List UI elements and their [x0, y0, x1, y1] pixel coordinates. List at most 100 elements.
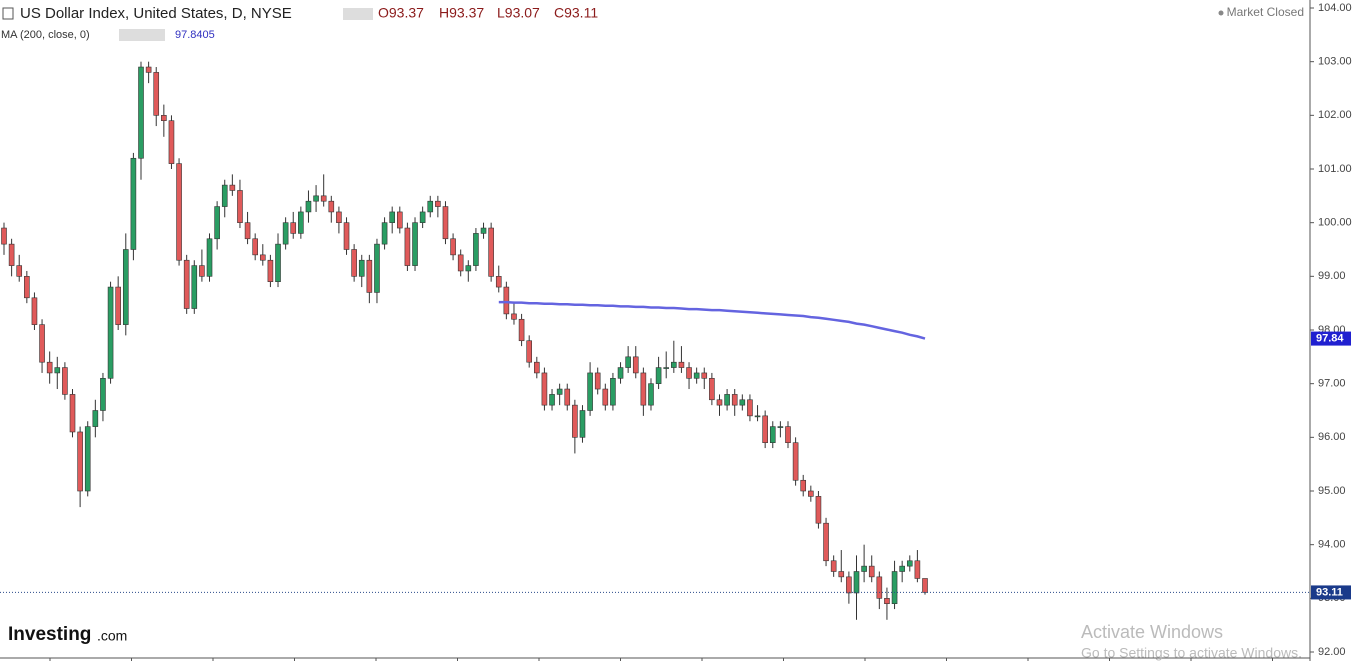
candle-body: [130, 157, 137, 250]
candle-body: [594, 372, 601, 390]
candle-body: [419, 211, 426, 223]
candle-body: [564, 388, 571, 406]
moving-average: [498, 300, 926, 340]
candle-body: [24, 276, 30, 299]
candle-body: [336, 211, 342, 223]
candle-body: [556, 388, 563, 395]
candle-body: [724, 394, 730, 406]
candle-body: [792, 442, 799, 481]
market-status: Market Closed: [1227, 5, 1304, 19]
y-tick-label: 97.00: [1318, 378, 1346, 390]
candle-body: [54, 367, 61, 374]
candle-body: [115, 286, 121, 325]
candle-body: [823, 522, 829, 562]
candle-body: [435, 200, 441, 207]
candle-body: [282, 222, 289, 245]
candle-body: [899, 565, 905, 572]
candle-body: [777, 426, 784, 428]
indicator-buttons[interactable]: [119, 29, 165, 41]
candle-body: [31, 297, 38, 325]
candle-body: [16, 265, 23, 277]
candle-body: [465, 265, 472, 272]
candle-body: [176, 163, 182, 261]
candle-body: [861, 565, 867, 572]
candle-body: [526, 340, 532, 363]
candle-body: [457, 254, 464, 272]
candle-body: [328, 200, 335, 213]
candle-body: [891, 571, 898, 605]
candle-body: [381, 222, 388, 245]
candle-body: [625, 356, 631, 368]
candle-body: [815, 496, 822, 524]
candle-body: [511, 313, 517, 320]
candle-body: [153, 72, 160, 116]
candle-body: [305, 200, 312, 213]
candle-body: [138, 66, 144, 159]
candle-body: [39, 324, 45, 363]
candle-body: [77, 431, 83, 492]
candle-body: [237, 190, 243, 223]
candle-body: [678, 361, 685, 368]
candle-body: [206, 238, 213, 277]
candle-body: [404, 227, 411, 266]
candle-body: [427, 200, 434, 213]
candle-body: [503, 286, 510, 315]
y-tick-label: 92.00: [1318, 646, 1346, 658]
ohlc-open: O93.37: [378, 5, 424, 21]
candle-body: [214, 206, 220, 240]
candle-body: [617, 367, 624, 379]
indicator-label: MA (200, close, 0): [1, 29, 90, 41]
candle-body: [800, 479, 807, 492]
candle-body: [914, 560, 921, 579]
y-tick-label: 100.00: [1318, 217, 1352, 229]
y-tick-label: 95.00: [1318, 485, 1346, 497]
candle-body: [389, 211, 395, 223]
candle-body: [663, 367, 670, 369]
candle-body: [655, 367, 662, 384]
candle-body: [739, 399, 746, 406]
candle-body: [366, 259, 373, 293]
candle-body: [168, 120, 175, 164]
status-dot: [1218, 10, 1224, 16]
candle-body: [259, 254, 266, 261]
candle-body: [602, 388, 609, 406]
y-tick-label: 102.00: [1318, 109, 1352, 121]
y-tick-label: 99.00: [1318, 270, 1346, 282]
candle-body: [84, 426, 91, 492]
candle-body: [46, 361, 53, 374]
candle-body: [648, 383, 654, 406]
candle-body: [412, 222, 418, 266]
candle-body: [632, 356, 639, 374]
candle-body: [343, 222, 350, 250]
brand-logo: Investing: [8, 624, 91, 645]
candle-body: [298, 211, 304, 234]
candle-body: [868, 565, 875, 578]
candle-body: [906, 560, 913, 567]
candle-body: [8, 243, 15, 266]
title-buttons[interactable]: [343, 8, 373, 20]
ohlc-high: H93.37: [439, 5, 484, 21]
watermark-title: Activate Windows: [1081, 622, 1223, 642]
candle-body: [693, 372, 700, 379]
collapse-icon[interactable]: [2, 7, 14, 20]
candle-body: [397, 211, 403, 229]
candle-body: [374, 243, 380, 293]
candle-body: [267, 259, 274, 283]
candle-body: [769, 426, 776, 444]
candle-body: [922, 578, 928, 593]
candle-body: [747, 399, 753, 417]
candle-body: [290, 222, 297, 234]
ma-label: 97.84: [1316, 332, 1344, 344]
candle-body: [709, 377, 715, 401]
candle-body: [183, 259, 190, 309]
candle-body: [572, 404, 578, 438]
candle-body: [473, 233, 479, 266]
candle-body: [351, 249, 357, 277]
candle-body: [534, 361, 540, 374]
candle-body: [610, 377, 616, 406]
candle-body: [686, 367, 692, 379]
candle-body: [838, 571, 845, 578]
candle-body: [480, 227, 487, 234]
candle-body: [549, 394, 555, 406]
